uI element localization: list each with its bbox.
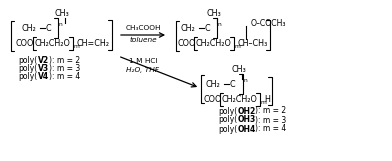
Text: poly(: poly( [18, 71, 37, 80]
Text: CH=CH₂: CH=CH₂ [77, 38, 110, 47]
Text: n: n [218, 22, 222, 27]
Text: CH₃COOH: CH₃COOH [125, 25, 161, 31]
Text: CH₂CH₂O: CH₂CH₂O [196, 38, 232, 47]
Text: COO: COO [16, 38, 34, 47]
Text: poly(: poly( [218, 115, 237, 124]
Text: C: C [230, 80, 236, 89]
Text: CH₃: CH₃ [232, 65, 247, 74]
Text: CH₂: CH₂ [206, 80, 221, 89]
Text: m: m [74, 43, 80, 48]
Text: CH₃: CH₃ [54, 9, 69, 18]
Text: CH₂CH₂O: CH₂CH₂O [35, 38, 71, 47]
Text: V4: V4 [38, 71, 49, 80]
Text: m: m [235, 43, 241, 48]
Text: ): m = 3: ): m = 3 [255, 115, 286, 124]
Text: CH₂: CH₂ [22, 24, 37, 33]
Text: n: n [244, 77, 248, 82]
Text: 1 M HCl: 1 M HCl [129, 58, 157, 64]
Text: H: H [264, 95, 270, 104]
Text: poly(: poly( [18, 63, 37, 72]
Text: poly(: poly( [218, 106, 237, 115]
Text: ): m = 4: ): m = 4 [49, 71, 80, 80]
Text: CH₂: CH₂ [181, 24, 196, 33]
Text: O–COCH₃: O–COCH₃ [251, 19, 287, 28]
Text: OH3: OH3 [238, 115, 256, 124]
Text: C: C [46, 24, 52, 33]
Text: V3: V3 [38, 63, 49, 72]
Text: m: m [261, 99, 267, 104]
Text: ): m = 4: ): m = 4 [255, 124, 286, 133]
Text: ): m = 2: ): m = 2 [255, 106, 286, 115]
Text: V2: V2 [38, 56, 49, 65]
Text: OH2: OH2 [238, 106, 256, 115]
Text: n: n [59, 22, 63, 27]
Text: poly(: poly( [218, 124, 237, 133]
Text: COO: COO [204, 95, 222, 104]
Text: ): m = 2: ): m = 2 [49, 56, 80, 65]
Text: toluene: toluene [129, 37, 157, 43]
Text: OH4: OH4 [238, 124, 256, 133]
Text: poly(: poly( [18, 56, 37, 65]
Text: CH₂CH₂O: CH₂CH₂O [222, 95, 258, 104]
Text: ): m = 3: ): m = 3 [49, 63, 80, 72]
Text: C: C [205, 24, 211, 33]
Text: H₂O, THF: H₂O, THF [127, 67, 160, 73]
Text: CH–CH₃: CH–CH₃ [238, 38, 268, 47]
Text: CH₃: CH₃ [207, 9, 221, 18]
Text: COO: COO [178, 38, 196, 47]
